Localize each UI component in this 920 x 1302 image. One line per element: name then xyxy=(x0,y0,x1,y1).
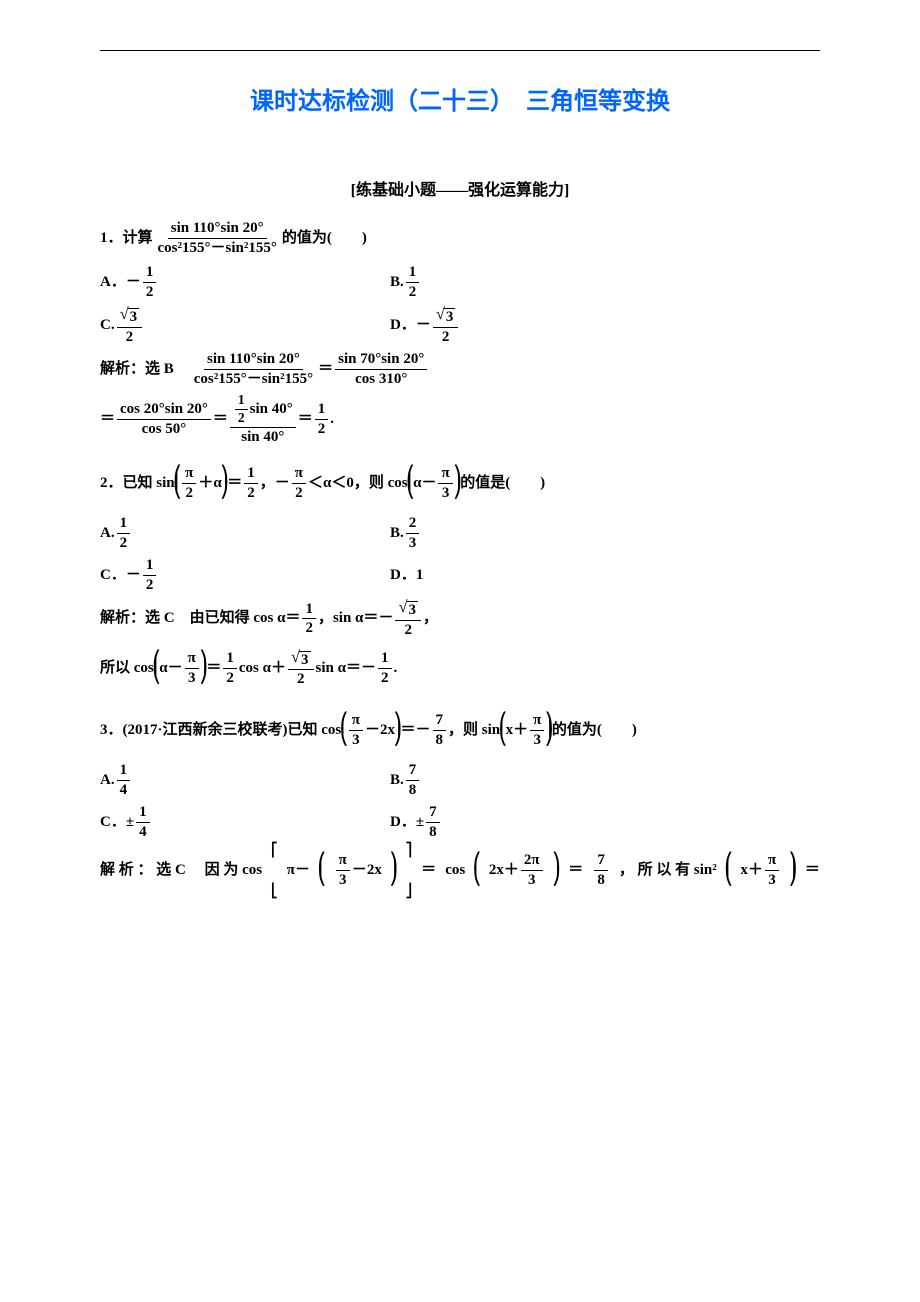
solution-3: 解 析 ： 选 C 因 为 cos ⎡⎣ π－ ⎛⎜⎝ π3 －2x ⎞⎟⎠ ⎤… xyxy=(100,846,820,894)
problem-3: 3 ．(2017·江西新余三校联考)已知 cos ⎛⎜⎝ π3 －2x ⎞⎟⎠ … xyxy=(100,706,820,894)
bracket-open-icon: ⎡⎣ xyxy=(271,846,278,894)
option-1A: A． － 12 xyxy=(100,264,390,300)
section-header: [练基础小题——强化运算能力] xyxy=(100,176,820,200)
solution-2: 解析：选 C 由已知得 cos α＝ 12 ，sin α＝ － √32 ， xyxy=(100,599,820,638)
bracket-close-icon: ⎤⎦ xyxy=(406,846,413,894)
option-2B: B. 23 xyxy=(390,515,421,551)
option-1B: B. 12 xyxy=(390,264,421,300)
problem-2: 2 ．已知 sin ⎛⎜⎝ π2 ＋α ⎞⎟⎠ ＝ 12 ， － π2 ＜α＜0… xyxy=(100,459,820,692)
problem-1: 1 ．计算 sin 110°sin 20° cos²155°－sin²155° … xyxy=(100,220,820,445)
option-3A: A. 14 xyxy=(100,762,390,798)
paren-close-icon: ⎞⎟⎠ xyxy=(553,846,561,894)
paren-open-icon: ⎛⎜⎝ xyxy=(473,846,481,894)
option-1D: D． － √32 xyxy=(390,306,460,345)
paren-open-icon: ⎛⎜⎝ xyxy=(318,846,326,894)
problem-1-num: 1 xyxy=(100,224,108,253)
problem-2-num: 2 xyxy=(100,469,108,498)
paren-close-icon: ⎞⎟⎠ xyxy=(390,846,398,894)
problem-1-frac: sin 110°sin 20° cos²155°－sin²155° xyxy=(155,220,280,256)
problem-3-prefix: ．(2017·江西新余三校联考)已知 cos xyxy=(108,716,342,745)
page-title: 课时达标检测（二十三） 三角恒等变换 xyxy=(100,81,820,116)
option-2C: C． － 12 xyxy=(100,557,390,593)
option-2D: D． 1 xyxy=(390,557,423,593)
option-3D: D． ± 78 xyxy=(390,804,442,840)
problem-2-prefix: ．已知 sin xyxy=(108,469,175,498)
option-2A: A. 12 xyxy=(100,515,390,551)
paren-open-icon: ⎛⎜⎝ xyxy=(725,846,733,894)
solution-1-cont: ＝ cos 20°sin 20°cos 50° ＝ 12sin 40° sin … xyxy=(100,393,820,445)
problem-3-num: 3 xyxy=(100,716,108,745)
solution-1: 解析：选 B sin 110°sin 20°cos²155°－sin²155° … xyxy=(100,351,820,387)
option-3C: C． ± 14 xyxy=(100,804,390,840)
paren-close-icon: ⎞⎟⎠ xyxy=(789,846,797,894)
option-3B: B. 78 xyxy=(390,762,421,798)
problem-2-suffix: 的值是( ) xyxy=(460,469,545,498)
problem-1-suffix: 的值为( ) xyxy=(282,224,367,253)
solution-2-cont: 所以 cos ⎛⎜⎝ α－ π3 ⎞⎟⎠ ＝ 12 cos α＋ √32 sin… xyxy=(100,644,820,692)
option-1C: C. √32 xyxy=(100,306,390,345)
problem-3-suffix: 的值为( ) xyxy=(552,716,637,745)
problem-1-prefix: ．计算 xyxy=(108,224,153,253)
